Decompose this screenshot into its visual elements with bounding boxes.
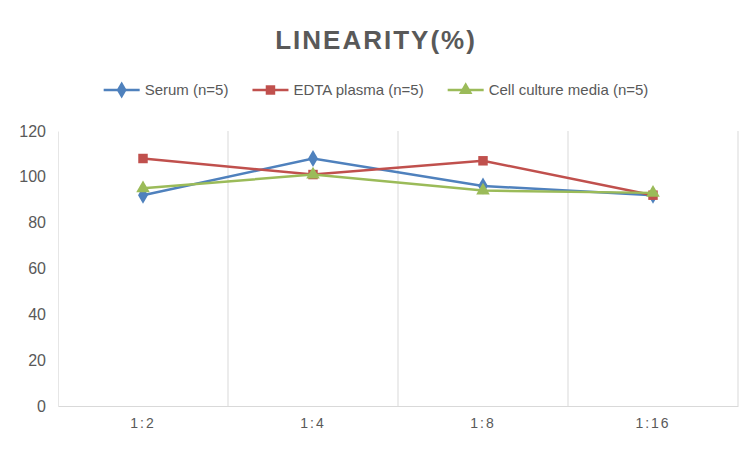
- x-tick-label: 1:8: [470, 415, 495, 431]
- series-marker: [478, 156, 487, 165]
- grid: [228, 131, 738, 406]
- y-tick-label: 0: [37, 398, 46, 415]
- y-tick-label: 20: [28, 352, 46, 369]
- y-tick: 60: [28, 260, 58, 277]
- x-tick-label: 1:4: [300, 415, 325, 431]
- legend-marker: [459, 82, 473, 94]
- legend-item: Serum (n=5): [104, 81, 229, 99]
- series-marker: [308, 150, 318, 167]
- y-axis-line: [58, 132, 59, 407]
- y-tick: 0: [37, 398, 58, 415]
- legend-label: Serum (n=5): [145, 81, 229, 98]
- y-tick-label: 120: [19, 123, 46, 140]
- y-tick: 20: [28, 352, 58, 369]
- x-tick: 1:2: [130, 406, 155, 431]
- legend-item: EDTA plasma (n=5): [252, 81, 423, 98]
- x-tick: 1:4: [300, 406, 325, 431]
- series-marker: [646, 185, 660, 197]
- legend-item: Cell culture media (n=5): [448, 81, 649, 98]
- legend-marker: [117, 81, 127, 98]
- legend-label: EDTA plasma (n=5): [293, 81, 423, 98]
- grid-line: [228, 131, 229, 406]
- x-axis: 1:2 1:4 1:8 1:16: [59, 406, 739, 431]
- series-marker: [138, 154, 147, 163]
- legend-label: Cell culture media (n=5): [489, 81, 649, 98]
- series-marker: [136, 180, 150, 192]
- y-tick: 40: [28, 306, 58, 323]
- series-line: [143, 175, 653, 193]
- x-tick-label: 1:2: [130, 415, 155, 431]
- grid-line: [738, 131, 739, 406]
- x-tick: 1:16: [635, 406, 670, 431]
- y-tick: 120: [19, 123, 58, 140]
- legend: Serum (n=5) EDTA plasma (n=5) Cell culture…: [104, 81, 649, 99]
- x-tick: 1:8: [470, 406, 495, 431]
- y-axis: 0 20 40 60 80 100 120: [19, 123, 58, 415]
- y-tick-label: 40: [28, 306, 46, 323]
- y-tick-label: 60: [28, 260, 46, 277]
- series-line: [143, 159, 653, 196]
- y-tick: 100: [19, 168, 58, 185]
- chart: LINEARITY(%) 0 20 40 60 80 100 120 1:2 1:4 1:8 1:16…: [0, 0, 752, 452]
- x-axis-line: [59, 406, 739, 407]
- grid-line: [568, 131, 569, 406]
- x-tick-label: 1:16: [635, 415, 670, 431]
- plot-area: [136, 150, 660, 204]
- series-line: [143, 159, 653, 196]
- title: LINEARITY(%): [275, 25, 477, 55]
- y-tick: 80: [28, 214, 58, 231]
- series-marker: [476, 183, 490, 195]
- y-tick-label: 100: [19, 168, 46, 185]
- series-marker: [306, 167, 320, 179]
- legend-marker: [266, 85, 275, 94]
- y-tick-label: 80: [28, 214, 46, 231]
